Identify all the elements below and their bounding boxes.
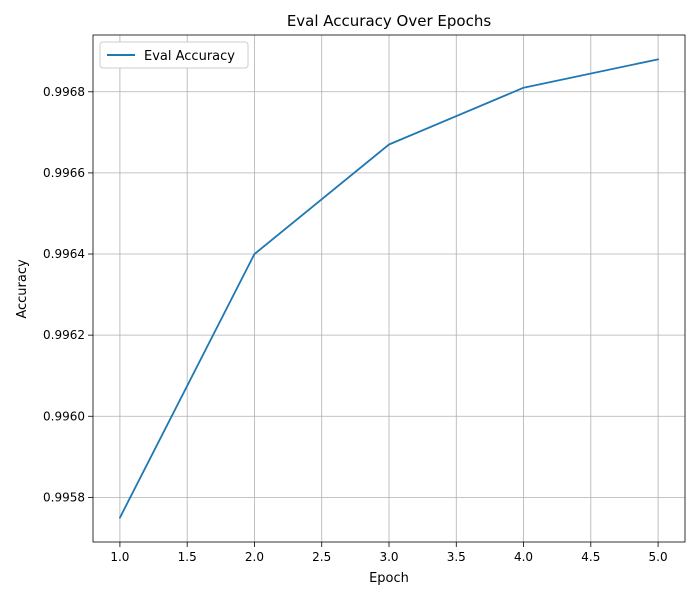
x-tick-label: 4.5 [581, 550, 600, 564]
y-tick-label: 0.9966 [43, 166, 85, 180]
y-tick-label: 0.9962 [43, 328, 85, 342]
x-tick-label: 1.5 [178, 550, 197, 564]
x-tick-label: 2.0 [245, 550, 264, 564]
legend: Eval Accuracy [100, 42, 248, 68]
x-tick-label: 3.5 [447, 550, 466, 564]
y-tick-label: 0.9960 [43, 409, 85, 423]
x-tick-label: 3.0 [379, 550, 398, 564]
x-tick-label: 5.0 [649, 550, 668, 564]
chart-title: Eval Accuracy Over Epochs [287, 12, 492, 30]
x-tick-label: 1.0 [110, 550, 129, 564]
x-tick-label: 4.0 [514, 550, 533, 564]
y-tick-label: 0.9964 [43, 247, 85, 261]
y-tick-label: 0.9958 [43, 490, 85, 504]
y-tick-label: 0.9968 [43, 85, 85, 99]
y-axis-label: Accuracy [15, 259, 30, 319]
x-axis-label: Epoch [369, 571, 409, 586]
legend-label-eval-accuracy: Eval Accuracy [144, 49, 235, 64]
x-tick-label: 2.5 [312, 550, 331, 564]
